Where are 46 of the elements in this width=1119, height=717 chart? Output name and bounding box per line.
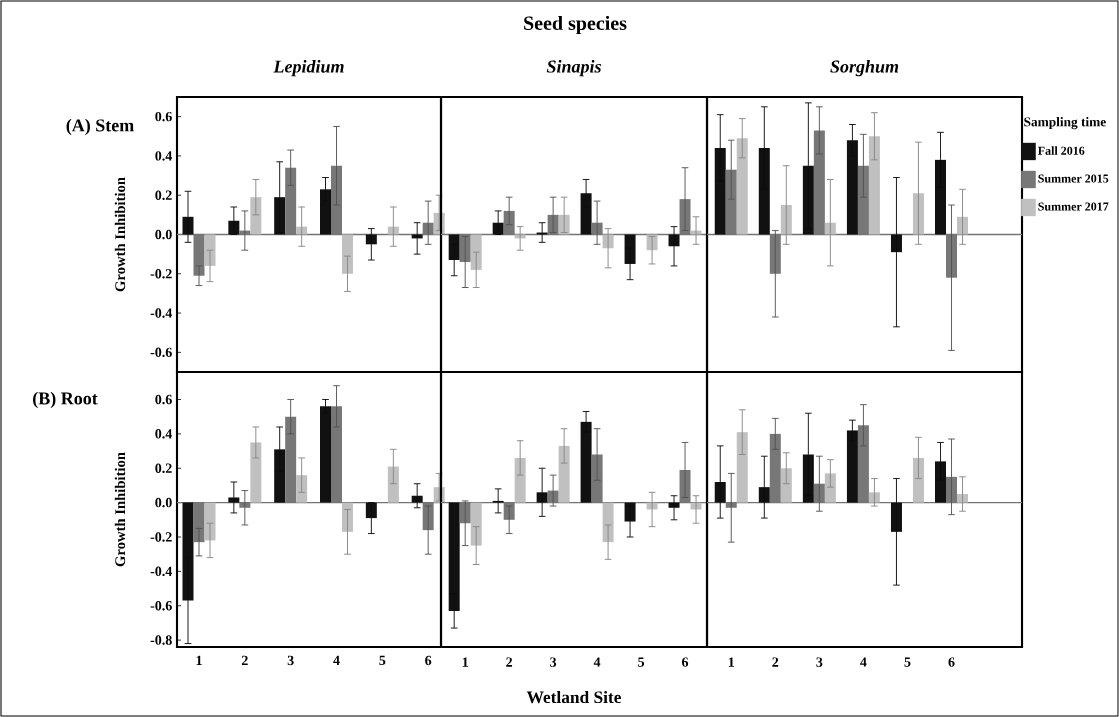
x-tick-label: 5 [379,655,386,666]
x-tick-label: 5 [638,657,645,667]
y-axis-title: Growth Inhibition [114,177,126,292]
x-tick-label: 4 [333,655,340,665]
y-tick-label: -0.6 [150,601,172,611]
y-tick-label: -0.4 [150,566,173,577]
chart-title: Sinapis [546,59,601,77]
x-tick-label: 4 [860,657,867,667]
text: Seed species [524,15,627,35]
legend-label: Summer 2017 [1038,202,1109,211]
x-tick-label: 6 [425,655,432,666]
legend-label: Summer 2015 [1038,174,1109,183]
x-tick-label: 2 [506,657,513,667]
x-tick-label: 1 [196,655,202,665]
x-axis-title: Wetland Site [526,690,621,704]
x-tick-label: 3 [550,657,557,667]
x-tick-label: 3 [287,655,294,666]
text: (B) Root [33,391,98,409]
x-tick-label: 2 [241,655,248,665]
y-tick-label: 0.6 [155,394,172,405]
text: (A) Stem [66,118,134,136]
y-tick-label: -0.2 [150,532,172,542]
y-tick-label: -0.4 [150,308,173,318]
y-tick-label: -0.6 [150,347,172,358]
x-tick-label: 1 [728,657,735,667]
x-tick-label: 5 [904,657,911,667]
legend-title: Sampling time [1024,117,1106,130]
chart-title: Lepidium [273,59,344,77]
y-tick-label: -0.2 [150,269,172,279]
x-tick-label: 6 [948,657,955,667]
y-tick-label: 0.0 [155,497,172,508]
y-tick-label: 0.4 [155,429,173,439]
y-tick-label: 0.4 [155,151,173,161]
x-tick-label: 6 [682,657,689,667]
y-tick-label: 0.6 [155,111,172,122]
x-tick-label: 4 [593,657,601,667]
y-axis-title: Growth Inhibition [114,452,126,567]
y-tick-label: -0.8 [150,635,172,645]
x-tick-label: 1 [462,657,468,667]
x-tick-label: 3 [816,657,823,667]
y-tick-label: 0.2 [155,190,172,200]
legend-label: Fall 2016 [1037,146,1085,155]
chart-title: Sorghum [830,59,899,77]
y-tick-label: 0.0 [155,229,172,240]
x-tick-label: 2 [772,657,779,667]
y-tick-label: 0.2 [155,463,172,473]
